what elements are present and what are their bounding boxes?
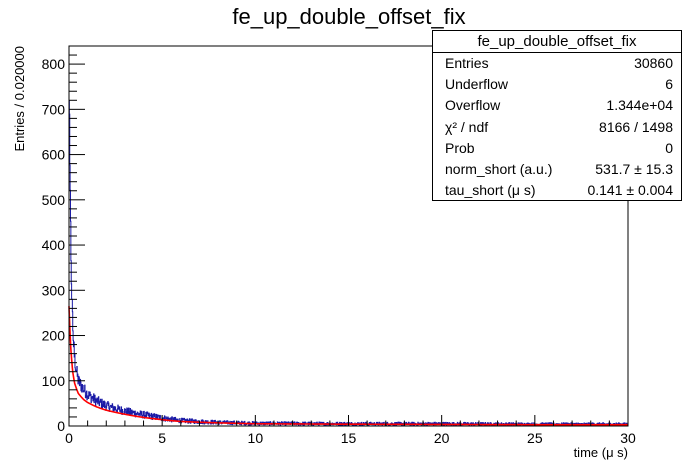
y-tick-label: 800 (42, 56, 66, 72)
stats-value: 30860 (634, 55, 673, 71)
stats-row-tau-short: tau_short (μ s) 0.141 ± 0.004 (433, 180, 681, 201)
y-axis-label: Entries / 0.020000 (12, 46, 27, 152)
stats-label: Entries (445, 55, 489, 71)
stats-label: Overflow (445, 97, 501, 114)
stats-title: fe_up_double_offset_fix (433, 31, 681, 53)
stats-label: χ² / ndf (445, 118, 489, 135)
y-tick-label: 500 (42, 192, 66, 208)
stats-row-chi2: χ² / ndf 8166 / 1498 (433, 117, 681, 138)
x-tick-label: 0 (65, 430, 73, 446)
fit-curve (68, 306, 628, 426)
x-tick-label: 5 (158, 430, 166, 446)
stats-row-entries: Entries 30860 (433, 53, 681, 74)
chart-title: fe_up_double_offset_fix (232, 4, 465, 29)
stats-row-prob: Prob 0 (433, 138, 681, 159)
y-tick-label: 700 (42, 101, 66, 117)
y-tick-label: 400 (42, 237, 66, 253)
x-tick-label: 30 (620, 430, 636, 446)
stats-value: 1.344e+04 (606, 97, 673, 114)
stats-label: tau_short (μ s) (445, 182, 536, 199)
x-tick-label: 15 (341, 430, 357, 446)
fit-layer (68, 306, 628, 426)
stats-value: 0 (665, 139, 673, 156)
y-tick-label: 100 (42, 373, 66, 389)
x-tick-label: 10 (248, 430, 264, 446)
stats-label: Prob (445, 139, 475, 156)
y-tick-label: 600 (42, 147, 66, 163)
stats-row-norm-short: norm_short (a.u.) 531.7 ± 15.3 (433, 159, 681, 180)
x-axis-label: time (μ s) (574, 445, 628, 460)
stats-row-overflow: Overflow 1.344e+04 (433, 95, 681, 116)
stats-label: Underflow (445, 76, 509, 93)
stats-label: norm_short (a.u.) (445, 160, 553, 177)
stats-value: 0.141 ± 0.004 (587, 182, 673, 199)
y-tick-label: 300 (42, 282, 66, 298)
x-tick-label: 20 (434, 430, 450, 446)
y-tick-label: 200 (42, 328, 66, 344)
stats-value: 6 (665, 76, 673, 93)
y-tick-label: 0 (57, 418, 65, 434)
stats-box: fe_up_double_offset_fix Entries 30860 Un… (432, 30, 682, 201)
stats-row-underflow: Underflow 6 (433, 74, 681, 95)
stats-value: 8166 / 1498 (599, 118, 673, 135)
stats-value: 531.7 ± 15.3 (595, 160, 673, 177)
x-tick-label: 25 (527, 430, 543, 446)
